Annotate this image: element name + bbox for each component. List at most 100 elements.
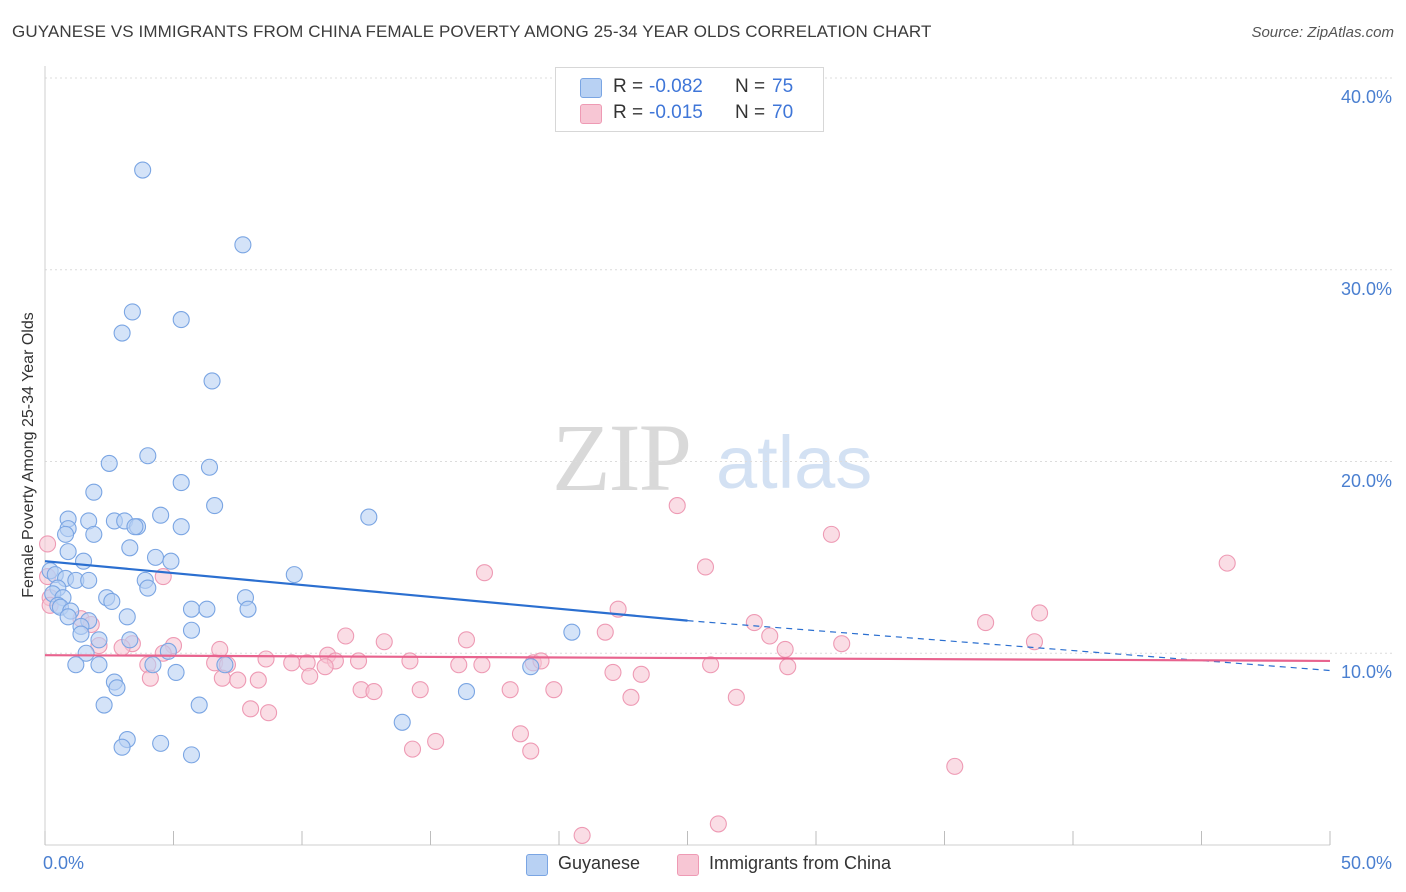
china-point — [702, 656, 720, 674]
guyanese-point — [121, 631, 139, 649]
guyanese-point — [203, 372, 221, 390]
china-point — [1025, 633, 1043, 651]
axes — [44, 66, 1331, 846]
guyanese-point — [80, 571, 98, 589]
stats-legend-row-china: R = -0.015 N = 70 — [556, 101, 823, 127]
guyanese-point — [182, 746, 201, 764]
legend-swatch-blue — [526, 854, 548, 876]
china-point — [709, 815, 727, 833]
y-tick-label: 10.0% — [1340, 662, 1392, 683]
china-point — [450, 656, 468, 674]
china-point — [668, 497, 686, 515]
legend-label: Immigrants from China — [709, 853, 892, 873]
n-label: N = — [735, 76, 766, 97]
chart-title: GUYANESE VS IMMIGRANTS FROM CHINA FEMALE… — [12, 22, 932, 41]
guyanese-point — [85, 525, 103, 543]
trend-lines — [44, 560, 1331, 672]
china-point — [365, 683, 383, 701]
r-label: R = — [613, 76, 644, 97]
watermark-zip: ZIP — [552, 404, 690, 511]
guyanese-point — [123, 303, 141, 321]
china-point — [511, 725, 530, 743]
china-point — [229, 671, 247, 689]
guyanese-point — [144, 656, 162, 674]
r-label: R = — [613, 102, 644, 123]
x-tick-label-max: 50.0% — [1340, 853, 1392, 873]
china-point — [573, 826, 591, 844]
guyanese-point — [182, 621, 201, 639]
legend-swatch-pink — [580, 104, 602, 124]
x-tick-label-min: 0.0% — [43, 853, 85, 873]
guyanese-point — [152, 734, 170, 752]
watermark-atlas: atlas — [716, 421, 872, 504]
legend-swatch-blue — [580, 78, 602, 98]
guyanese-point — [239, 600, 257, 618]
china-point — [349, 652, 368, 670]
guyanese-point — [182, 600, 201, 618]
china-point — [1218, 554, 1236, 572]
r-value: -0.015 — [649, 102, 703, 123]
china-point — [822, 525, 840, 543]
guyanese-point — [126, 518, 144, 536]
source-label: Source: ZipAtlas.com — [1251, 24, 1394, 41]
guyanese-point — [134, 161, 152, 179]
guyanese-point — [85, 483, 103, 501]
china-point — [411, 681, 429, 699]
guyanese-point — [172, 311, 190, 329]
guyanese-point — [457, 683, 476, 701]
china-point — [401, 652, 419, 670]
guyanese-point — [200, 458, 219, 476]
guyanese-point — [285, 566, 303, 584]
stats-legend-row-guyanese: R = -0.082 N = 75 — [556, 75, 823, 101]
guyanese-point — [90, 656, 108, 674]
china-point — [946, 757, 964, 775]
guyanese-point — [121, 539, 139, 557]
n-label: N = — [735, 102, 766, 123]
guyanese-point — [234, 236, 252, 254]
china-point — [522, 742, 540, 760]
guyanese-point — [198, 600, 216, 618]
legend-label: Guyanese — [558, 853, 641, 873]
china-point — [745, 614, 763, 632]
china-point — [427, 732, 445, 751]
n-value: 70 — [772, 102, 794, 123]
r-value: -0.082 — [649, 76, 703, 97]
guyanese-point — [167, 663, 185, 681]
watermark: ZIP atlas — [552, 404, 872, 511]
guyanese-point — [72, 625, 90, 643]
china-point — [39, 535, 57, 553]
china-point — [457, 631, 476, 649]
china-point — [977, 614, 995, 632]
china-point — [545, 681, 563, 699]
guyanese-point — [139, 579, 157, 597]
guyanese-point — [103, 592, 121, 611]
guyanese-point — [522, 658, 540, 676]
guyanese-point — [108, 679, 126, 697]
china-point — [301, 667, 319, 685]
y-tick-label: 30.0% — [1340, 278, 1392, 299]
guyanese-point — [152, 506, 170, 524]
china-point — [761, 627, 779, 645]
china-point — [475, 564, 494, 582]
china-point — [596, 623, 614, 641]
guyanese-point — [139, 447, 157, 465]
china-point — [337, 627, 355, 645]
guyanese-point — [90, 631, 108, 649]
y-tick-label: 40.0% — [1340, 87, 1392, 107]
china-point — [779, 658, 797, 676]
guyanese-point — [75, 552, 93, 570]
guyanese-point — [67, 656, 85, 674]
guyanese-point — [118, 608, 136, 626]
guyanese-point — [216, 656, 234, 674]
guyanese-point — [57, 525, 75, 543]
n-value: 75 — [772, 76, 794, 97]
china-trend-line — [44, 654, 1331, 663]
guyanese-point — [113, 738, 131, 756]
guyanese-point — [77, 644, 95, 662]
china-point — [249, 671, 267, 689]
guyanese-point — [360, 508, 378, 526]
series-immigrants-from-china — [39, 497, 1236, 844]
china-point — [833, 635, 851, 653]
guyanese-point — [59, 543, 77, 561]
guyanese-point — [146, 548, 165, 566]
